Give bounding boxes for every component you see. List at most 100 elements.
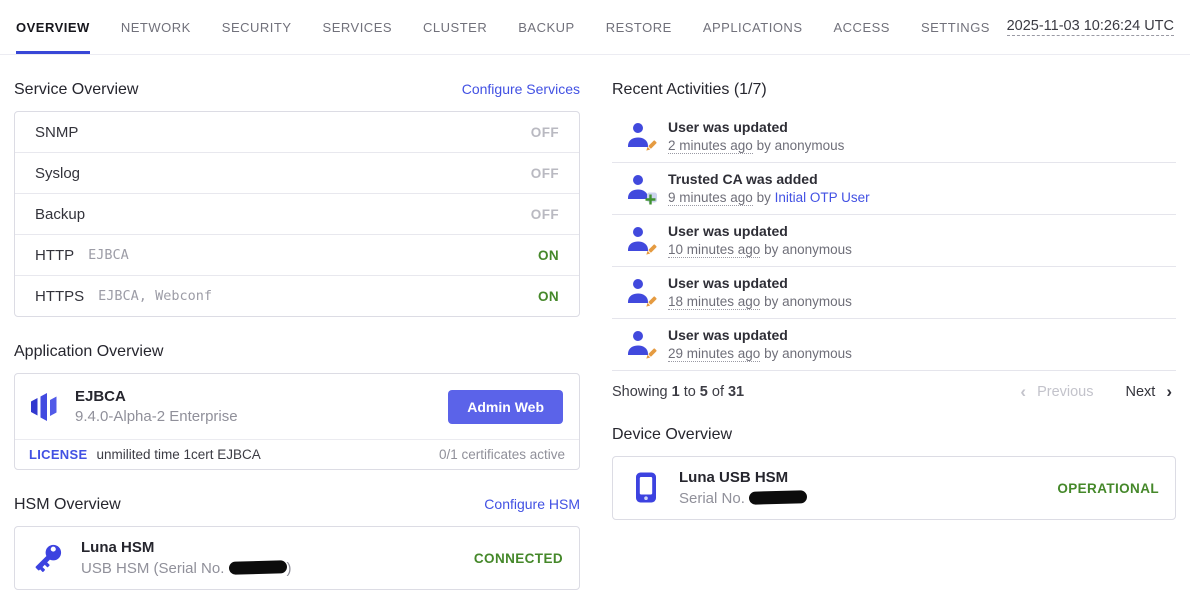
service-status: OFF [530, 206, 559, 222]
user-add-icon [626, 173, 657, 205]
activity-title: User was updated [668, 275, 788, 291]
tab-overview[interactable]: OVERVIEW [16, 0, 90, 54]
activity-title: Trusted CA was added [668, 171, 818, 187]
service-status: OFF [530, 165, 559, 181]
app-name: EJBCA [75, 388, 126, 405]
activity-actor: anonymous [774, 138, 845, 153]
activity-actor: anonymous [782, 294, 852, 309]
activity-item: User was updated 18 minutes ago by anony… [612, 267, 1176, 319]
activity-actor: anonymous [782, 346, 852, 361]
configure-services-link[interactable]: Configure Services [461, 81, 580, 97]
activity-time: 29 minutes ago [668, 346, 761, 362]
service-row-syslog: Syslog OFF [15, 152, 579, 193]
chevron-left-icon: ‹ [1020, 382, 1027, 401]
service-overview-title: Service Overview [14, 81, 139, 98]
tab-cluster[interactable]: CLUSTER [423, 19, 488, 35]
service-status: OFF [530, 124, 559, 140]
tab-backup[interactable]: BACKUP [518, 19, 575, 35]
tab-settings[interactable]: SETTINGS [920, 19, 990, 35]
activity-actor: anonymous [782, 242, 852, 257]
activity-meta: 2 minutes ago by anonymous [668, 138, 844, 154]
by-word: by [756, 190, 771, 205]
service-row-http: HTTP EJBCA ON [15, 234, 579, 275]
tab-applications[interactable]: APPLICATIONS [702, 19, 803, 35]
application-overview-title: Application Overview [14, 343, 164, 360]
showing-to: 5 [699, 384, 708, 400]
activity-actor-link[interactable]: Initial OTP User [774, 190, 870, 205]
activity-item: User was updated 10 minutes ago by anony… [612, 215, 1176, 267]
app-version: 9.4.0-Alpha-2 Enterprise [75, 408, 238, 425]
user-edit-icon [626, 225, 657, 255]
chevron-right-icon: › [1166, 382, 1172, 401]
service-row-https: HTTPS EJBCA, Webconf ON [15, 275, 579, 316]
activity-meta: 10 minutes ago by anonymous [668, 242, 852, 258]
next-label: Next [1125, 384, 1156, 400]
hsm-status-badge: CONNECTED [473, 550, 563, 566]
by-word: by [756, 138, 771, 153]
activity-item: User was updated 29 minutes ago by anony… [612, 319, 1176, 371]
application-overview-card: EJBCA 9.4.0-Alpha-2 Enterprise Admin Web… [14, 373, 580, 470]
pencil-icon [644, 139, 658, 153]
activity-meta: 29 minutes ago by anonymous [668, 346, 852, 362]
activity-title: User was updated [668, 327, 788, 343]
previous-button: ‹ Previous [1020, 382, 1097, 401]
tab-security[interactable]: SECURITY [221, 19, 292, 35]
key-icon [31, 540, 65, 576]
activity-time: 9 minutes ago [668, 190, 753, 206]
serial-prefix: Serial No. [679, 490, 745, 507]
user-edit-icon [626, 277, 657, 307]
pencil-icon [644, 295, 658, 309]
hsm-name: Luna HSM [81, 539, 155, 556]
service-name: Syslog [35, 164, 81, 182]
service-name: HTTPS [35, 287, 85, 305]
redacted-serial [228, 560, 287, 575]
license-text: unmilited time 1cert EJBCA [96, 447, 261, 462]
device-card: Luna USB HSM Serial No. OPERATIONAL [612, 456, 1176, 520]
usb-device-icon [629, 470, 663, 506]
recent-activities-title: Recent Activities (1/7) [612, 81, 767, 98]
by-word: by [764, 242, 779, 257]
next-button[interactable]: Next › [1125, 382, 1177, 401]
activity-time: 2 minutes ago [668, 138, 753, 154]
of-word: of [711, 384, 724, 400]
hsm-description: USB HSM (Serial No. ) [81, 560, 292, 577]
right-column: Recent Activities (1/7) User was updated… [612, 55, 1176, 590]
left-column: Service Overview Configure Services SNMP… [14, 55, 580, 590]
configure-hsm-link[interactable]: Configure HSM [484, 496, 580, 512]
tab-network[interactable]: NETWORK [120, 19, 191, 35]
system-clock: 2025-11-03 10:26:24 UTC [1006, 18, 1174, 36]
device-description: Serial No. [679, 490, 808, 507]
to-word: to [683, 384, 696, 400]
activity-title: User was updated [668, 223, 788, 239]
admin-web-button[interactable]: Admin Web [448, 389, 563, 424]
top-nav-bar: OVERVIEW NETWORK SECURITY SERVICES CLUST… [0, 0, 1190, 55]
license-label: LICENSE [29, 447, 88, 462]
activity-title: User was updated [668, 119, 788, 135]
showing-from: 1 [671, 384, 680, 400]
tab-access[interactable]: ACCESS [833, 19, 890, 35]
activity-list: User was updated 2 minutes ago by anonym… [612, 111, 1176, 371]
device-status-badge: OPERATIONAL [1057, 480, 1159, 496]
nav-tabs: OVERVIEW NETWORK SECURITY SERVICES CLUST… [16, 0, 990, 54]
pencil-icon [644, 243, 658, 257]
hsm-desc-suffix: ) [286, 560, 292, 577]
tab-services[interactable]: SERVICES [322, 19, 393, 35]
activity-item: Trusted CA was added 9 minutes ago by In… [612, 163, 1176, 215]
hsm-card: Luna HSM USB HSM (Serial No. ) CONNECTED [14, 526, 580, 590]
service-name: Backup [35, 205, 86, 223]
user-edit-icon [626, 329, 657, 359]
page-body: Service Overview Configure Services SNMP… [0, 55, 1190, 590]
pencil-icon [644, 347, 658, 361]
service-overview-card: SNMP OFF Syslog OFF Backup OFF HTTP EJBC… [14, 111, 580, 317]
activity-time: 10 minutes ago [668, 242, 761, 258]
activity-meta: 9 minutes ago by Initial OTP User [668, 190, 870, 206]
service-detail: EJBCA, Webconf [98, 288, 212, 304]
hsm-overview-title: HSM Overview [14, 496, 121, 513]
redacted-serial [748, 490, 808, 505]
previous-label: Previous [1037, 384, 1094, 400]
device-name: Luna USB HSM [679, 469, 789, 486]
tab-restore[interactable]: RESTORE [605, 19, 672, 35]
service-row-backup: Backup OFF [15, 193, 579, 234]
by-word: by [764, 346, 779, 361]
activity-item: User was updated 2 minutes ago by anonym… [612, 111, 1176, 163]
